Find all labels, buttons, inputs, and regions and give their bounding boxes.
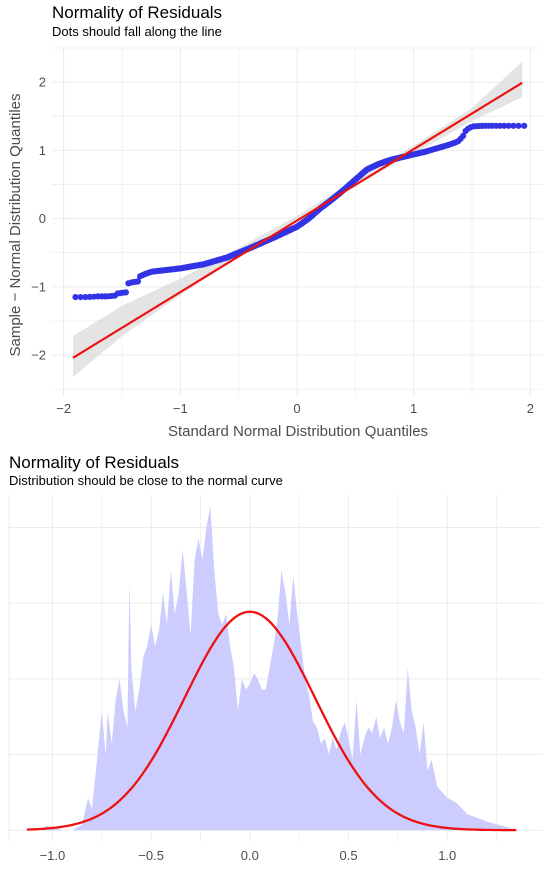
density-x-tick-label: −0.5: [138, 848, 164, 863]
qq-y-axis-ticks: −2 −1 0 1 2: [31, 75, 46, 363]
density-x-axis-ticks: −1.0 −0.5 0.0 0.5 1.0: [40, 848, 457, 863]
qq-x-axis-ticks: −2 −1 0 1 2: [56, 401, 534, 416]
qq-x-axis-title: Standard Normal Distribution Quantiles: [168, 423, 428, 440]
qq-plot-points: [72, 122, 528, 301]
qq-x-tick-label: 0: [293, 401, 300, 416]
qq-x-tick-label: 2: [527, 401, 534, 416]
density-plot-gridlines: [8, 495, 542, 841]
qq-plot-title: Normality of Residuals: [52, 3, 223, 22]
density-plot-title: Normality of Residuals: [9, 453, 180, 472]
density-area: [26, 505, 517, 831]
normal-curve: [26, 610, 517, 832]
qq-point: [72, 294, 79, 301]
qq-y-tick-label: 0: [39, 211, 46, 226]
qq-plot-subtitle: Dots should fall along the line: [52, 24, 222, 39]
qq-y-tick-label: −2: [31, 348, 46, 363]
qq-plot: −2 −1 0 1 2 −2 −1 0 1 2 Standard Normal Distribu…: [7, 47, 542, 440]
qq-point: [82, 294, 89, 301]
qq-y-tick-label: −1: [31, 279, 46, 294]
qq-point: [122, 289, 129, 296]
qq-point: [515, 122, 522, 129]
qq-point: [501, 122, 508, 129]
qq-plot-gridlines: [52, 47, 542, 396]
qq-point: [460, 132, 467, 139]
qq-point: [77, 294, 84, 301]
qq-point: [510, 122, 517, 129]
qq-point: [521, 122, 528, 129]
density-x-tick-label: 0.0: [241, 848, 259, 863]
qq-x-tick-label: −2: [56, 401, 71, 416]
qq-point: [505, 122, 512, 129]
density-x-tick-label: 0.5: [340, 848, 358, 863]
qq-point: [134, 278, 141, 285]
qq-y-tick-label: 2: [39, 75, 46, 90]
qq-y-tick-label: 1: [39, 143, 46, 158]
density-plot-subtitle: Distribution should be close to the norm…: [9, 473, 283, 488]
qq-y-axis-title: Sample − Normal Distribution Quantiles: [7, 93, 24, 356]
qq-x-tick-label: −1: [173, 401, 188, 416]
qq-x-tick-label: 1: [410, 401, 417, 416]
qq-reference-line: [72, 81, 523, 359]
density-x-tick-label: −1.0: [40, 848, 66, 863]
density-x-tick-label: 1.0: [438, 848, 456, 863]
